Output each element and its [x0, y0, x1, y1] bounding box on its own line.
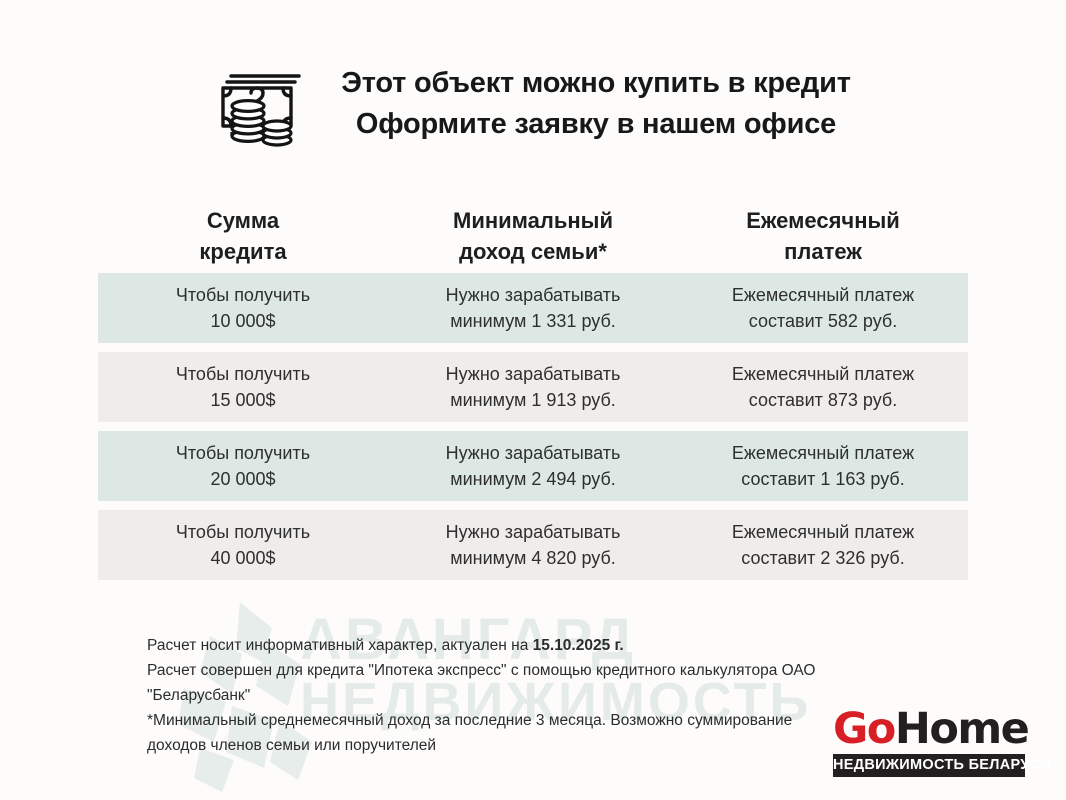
column-header-minimum-income: Минимальный доход семьи*: [388, 205, 678, 267]
cell-minimum-income: Нужно зарабатывать минимум 1 913 руб.: [445, 363, 621, 411]
table-row: Чтобы получить 40 000$ Нужно зарабатыват…: [98, 510, 968, 581]
cell-loan-amount: Чтобы получить 20 000$: [175, 442, 311, 490]
cell-monthly-payment: Ежемесячный платеж составит 2 326 руб.: [731, 521, 915, 569]
cell-minimum-income: Нужно зарабатывать минимум 2 494 руб.: [445, 442, 621, 490]
footnote-date: 15.10.2025 г.: [532, 637, 624, 654]
footnote-line-5: доходов членов семьи или поручителей: [147, 737, 437, 755]
cell-minimum-income: Нужно зарабатывать минимум 1 331 руб.: [445, 284, 621, 332]
cell-loan-amount: Чтобы получить 15 000$: [175, 363, 311, 411]
table-row: Чтобы получить 15 000$ Нужно зарабатыват…: [98, 352, 968, 423]
gohome-logo-go: Go: [833, 704, 896, 754]
column-header-minimum-income-line-2: доход семьи*: [459, 239, 607, 265]
page-title-line-2: Оформите заявку в нашем офисе: [355, 108, 837, 140]
column-header-minimum-income-line-1: Минимальный: [453, 208, 613, 233]
credit-table: Сумма кредита Минимальный доход семьи* Е…: [98, 205, 968, 589]
page-title: Этот объект можно купить в кредит Оформи…: [341, 63, 851, 146]
column-header-loan-amount: Сумма кредита: [98, 205, 388, 267]
footnote-line-1-prefix: Расчет носит информативный характер, акт…: [147, 637, 533, 654]
gohome-logo-tagline: НЕДВИЖИМОСТЬ БЕЛАРУСИ: [833, 754, 1051, 777]
cell-loan-amount: Чтобы получить 10 000$: [175, 284, 311, 332]
cell-monthly-payment: Ежемесячный платеж составит 1 163 руб.: [731, 442, 915, 490]
footnote-line-4: *Минимальный среднемесячный доход за пос…: [147, 712, 793, 730]
gohome-logo[interactable]: GoHome НЕДВИЖИМОСТЬ БЕЛАРУСИ: [833, 708, 1051, 777]
gohome-logo-home: Home: [894, 704, 1030, 754]
column-header-monthly-payment-line-2: платеж: [784, 239, 862, 265]
money-banknotes-coins-icon: [215, 58, 307, 150]
footnote-line-1: Расчет носит информативный характер, акт…: [147, 633, 937, 658]
column-header-loan-amount-line-2: кредита: [199, 239, 287, 265]
cell-loan-amount: Чтобы получить 40 000$: [175, 521, 311, 569]
column-header-monthly-payment-line-1: Ежемесячный: [746, 208, 900, 233]
footnote: Расчет носит информативный характер, акт…: [147, 633, 937, 759]
column-header-monthly-payment: Ежемесячный платеж: [678, 205, 968, 267]
table-header-row: Сумма кредита Минимальный доход семьи* Е…: [98, 205, 968, 273]
footnote-line-2: Расчет совершен для кредита "Ипотека экс…: [147, 662, 816, 680]
gohome-logo-wordmark: GoHome: [833, 708, 1030, 751]
table-row: Чтобы получить 10 000$ Нужно зарабатыват…: [98, 273, 968, 344]
cell-monthly-payment: Ежемесячный платеж составит 873 руб.: [731, 363, 915, 411]
cell-monthly-payment: Ежемесячный платеж составит 582 руб.: [731, 284, 915, 332]
table-row: Чтобы получить 20 000$ Нужно зарабатыват…: [98, 431, 968, 502]
cell-minimum-income: Нужно зарабатывать минимум 4 820 руб.: [445, 521, 621, 569]
header: Этот объект можно купить в кредит Оформи…: [0, 58, 1066, 150]
column-header-loan-amount-line-1: Сумма: [206, 208, 280, 233]
footnote-line-3: "Беларусбанк": [147, 687, 251, 705]
page-title-line-1: Этот объект можно купить в кредит: [341, 66, 851, 99]
